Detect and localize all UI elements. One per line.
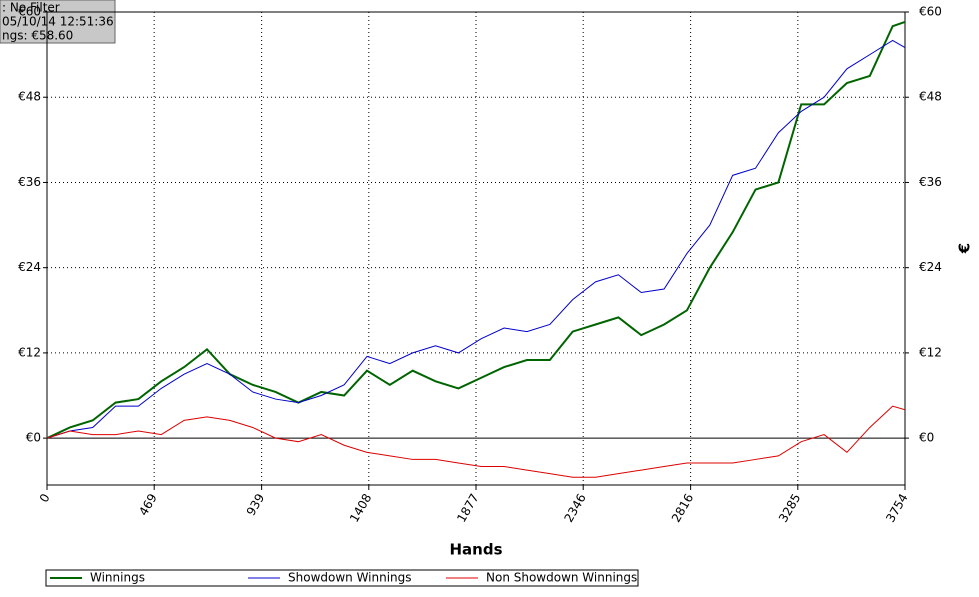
y2-tick-label: €12 (919, 345, 942, 359)
y2-tick-label: €48 (919, 90, 942, 104)
x-tick-label: 3285 (776, 491, 803, 524)
y-tick-label: €24 (18, 260, 41, 274)
info-box (0, 0, 116, 44)
y-tick-label: €0 (26, 431, 41, 445)
y2-tick-label: €60 (919, 5, 942, 19)
info-text: : No Filter (2, 1, 60, 15)
x-tick-label: 2346 (561, 491, 588, 524)
legend (45, 569, 639, 587)
x-axis-label: Hands (449, 541, 502, 559)
y2-tick-label: €0 (919, 431, 934, 445)
legend-label: Winnings (90, 571, 145, 585)
x-tick-label: 939 (244, 491, 268, 518)
x-tick-label: 2816 (669, 491, 696, 524)
x-tick-label: 469 (136, 491, 160, 518)
info-text: 05/10/14 12:51:36 (2, 15, 114, 29)
series-line (46, 405, 906, 478)
y2-axis-label: € (956, 243, 974, 254)
x-tick-label: 0 (37, 491, 53, 505)
y2-tick-label: €24 (919, 260, 942, 274)
y-tick-label: €36 (18, 175, 41, 189)
y2-tick-label: €36 (919, 175, 942, 189)
y-tick-label: €48 (18, 90, 41, 104)
legend-label: Non Showdown Winnings (486, 571, 637, 585)
x-tick-label: 1408 (347, 491, 374, 524)
series-line (46, 39, 906, 439)
plot-frame (46, 11, 906, 486)
x-tick-label: 3754 (883, 491, 910, 524)
series-line (46, 20, 906, 440)
x-tick-label: 1877 (454, 491, 481, 524)
y-tick-label: €60 (18, 5, 41, 19)
y-tick-label: €12 (18, 345, 41, 359)
info-text: ngs: €58.60 (2, 29, 73, 43)
legend-label: Showdown Winnings (288, 571, 412, 585)
